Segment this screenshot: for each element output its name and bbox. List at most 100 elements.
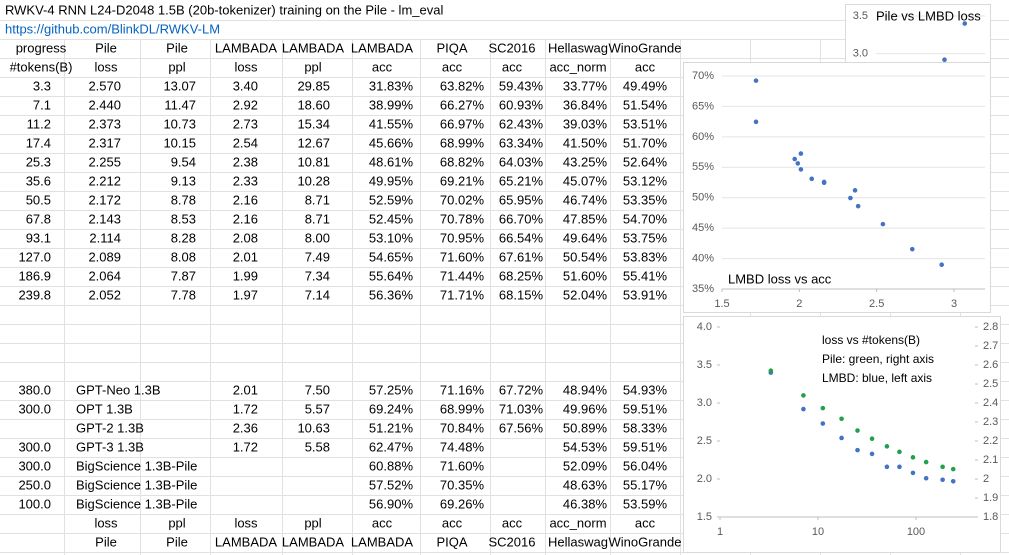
header-cell: Pile (166, 40, 188, 55)
point (950, 478, 956, 484)
cell: 66.27% (440, 97, 485, 112)
link[interactable]: https://github.com/BlinkDL/RWKV-LM (5, 21, 220, 36)
cell: 7.49 (305, 249, 330, 264)
cell: 65.21% (499, 173, 544, 188)
axes: 35% 40% 45% 50% 55% 60% 65% 70% 1.5 2 2.5 3 (692, 70, 985, 310)
cell: 48.63% (563, 477, 608, 492)
y-tick-label: 70% (692, 70, 714, 82)
point (923, 475, 929, 481)
cell: 70.02% (440, 192, 485, 207)
cell: 52.09% (563, 458, 608, 473)
point (855, 447, 860, 453)
y-tick-label: 3.0 (697, 397, 712, 409)
cell: 2.08 (233, 230, 258, 245)
cell: 46.38% (563, 496, 608, 511)
chart-title: Pile vs LMBD loss (876, 8, 981, 23)
cell: 2.36 (233, 420, 258, 435)
y-tick-label: 60% (692, 131, 714, 143)
cell: 1.99 (233, 268, 258, 283)
point (801, 393, 806, 398)
footer-cell: PIQA (436, 534, 467, 549)
cell: 380.0 (18, 382, 51, 397)
cell: 64.03% (499, 154, 544, 169)
model-name: GPT-3 1.3B (76, 439, 144, 454)
cell: 45.07% (563, 173, 608, 188)
point (839, 416, 844, 422)
cell: 239.8 (18, 287, 51, 302)
cell: 2.255 (88, 154, 121, 169)
cell: 2.114 (89, 230, 121, 245)
header-cell: ppl (168, 59, 185, 74)
header-cell: loss (94, 59, 118, 74)
footer-cell: SC2016 (489, 534, 536, 549)
annotation: Pile: green, right axis (822, 352, 934, 366)
y-tick-label: 4.0 (697, 321, 712, 333)
cell: 57.25% (369, 382, 414, 397)
cell: 41.50% (563, 135, 608, 150)
cell: 12.67 (297, 135, 330, 150)
point (809, 176, 815, 182)
cell: 10.63 (297, 420, 330, 435)
cell: 2.143 (88, 211, 121, 226)
header-cell: progress (16, 40, 67, 55)
y-tick-label: 40% (692, 252, 714, 264)
cell: 3.3 (33, 78, 51, 93)
chart: 35% 40% 45% 50% 55% 60% 65% 70% 1.5 2 2.5 3 LMBD los… (683, 62, 991, 313)
header-cell: Pile (95, 40, 117, 55)
cell: 2.440 (88, 97, 121, 112)
header-cell: acc (635, 59, 656, 74)
cell: 25.3 (26, 154, 51, 169)
cell: 54.93% (623, 382, 668, 397)
cell: 71.44% (440, 268, 485, 283)
point (923, 459, 929, 465)
point (848, 195, 853, 201)
cell: 2.01 (233, 249, 258, 264)
point (792, 156, 798, 162)
y2-tick-label: 2.5 (983, 378, 998, 390)
cell: 57.52% (369, 477, 414, 492)
cell: 41.55% (369, 116, 414, 131)
cell: 2.16 (233, 192, 258, 207)
point (869, 451, 875, 457)
cell: 55.41% (623, 268, 668, 283)
cell: 2.33 (233, 173, 258, 188)
x-tick-label: 10 (812, 526, 824, 538)
cell: 9.54 (171, 154, 196, 169)
header-cell: Hellaswag (548, 40, 608, 55)
model-name: BigScience 1.3B-Pile (76, 496, 197, 511)
y-tick-label: 2.0 (697, 473, 712, 485)
point (821, 180, 827, 186)
point (884, 464, 890, 470)
cell: 2.089 (88, 249, 121, 264)
chart-title: LMBD loss vs acc (728, 271, 832, 286)
cell: 1.97 (233, 287, 258, 302)
header-cell: acc_norm (549, 59, 606, 74)
y2-tick-label: 2.1 (983, 454, 998, 466)
cell: 63.82% (440, 78, 485, 93)
point (940, 464, 945, 470)
footer-cell: ppl (168, 515, 185, 530)
cell: 49.96% (563, 401, 608, 416)
cell: 48.94% (563, 382, 608, 397)
footer-cell: WinoGrande (609, 534, 682, 549)
y2-tick-label: 2.4 (983, 397, 998, 409)
cell: 31.83% (369, 78, 414, 93)
cell: 53.35% (623, 192, 668, 207)
point (852, 188, 858, 193)
annotation: loss vs #tokens(B) (822, 333, 920, 347)
cell: 71.71% (440, 287, 485, 302)
cell: 33.77% (563, 78, 608, 93)
cell: 2.052 (88, 287, 121, 302)
cell: 54.70% (623, 211, 668, 226)
cell: 62.43% (499, 116, 544, 131)
cell: 60.93% (499, 97, 544, 112)
y-tick-label: 2.5 (697, 435, 712, 447)
cell: 36.84% (563, 97, 608, 112)
point (880, 221, 886, 227)
cell: 2.317 (88, 135, 121, 150)
header-cell: WinoGrande (609, 40, 682, 55)
y-tick-label: 3.5 (853, 10, 868, 22)
cell: 52.45% (369, 211, 414, 226)
cell: 52.64% (623, 154, 668, 169)
cell: 63.34% (499, 135, 544, 150)
